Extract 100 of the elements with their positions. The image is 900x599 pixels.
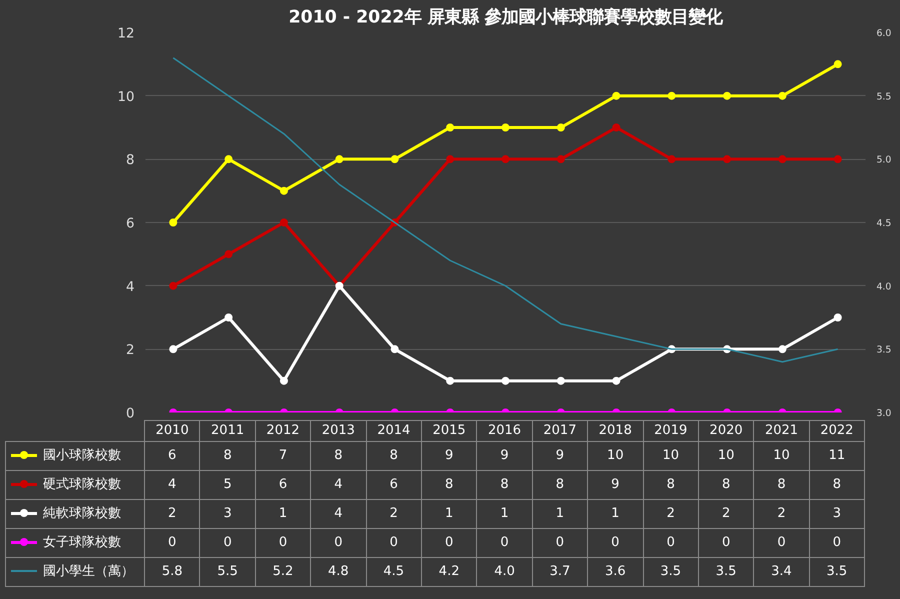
point <box>723 92 732 100</box>
data-label: 4 <box>144 470 200 500</box>
data-label: 10 <box>588 442 644 470</box>
point <box>778 345 786 354</box>
data-label: 3.6 <box>588 558 644 586</box>
y-tick-label: 12 <box>118 26 135 42</box>
point <box>834 314 842 322</box>
x-tick-label: 2017 <box>532 420 588 442</box>
data-label: 5 <box>200 470 256 500</box>
data-label: 1 <box>255 500 311 528</box>
point <box>556 376 565 385</box>
point <box>778 155 786 164</box>
data-label: 8 <box>809 470 865 500</box>
data-label: 7 <box>255 442 311 470</box>
y2-tick-label: 5.5 <box>876 91 892 102</box>
data-label: 4 <box>310 470 366 500</box>
legend-label: 國小學生（萬） <box>6 558 144 586</box>
point <box>169 218 178 226</box>
data-label: 0 <box>310 528 366 558</box>
point <box>280 376 288 385</box>
data-label: 8 <box>366 442 422 470</box>
data-label: 3.5 <box>809 558 865 586</box>
point <box>224 250 233 258</box>
data-label: 0 <box>643 528 698 558</box>
data-label: 8 <box>643 470 698 500</box>
x-tick-label: 2019 <box>643 420 698 442</box>
y2-tick-label: 4.0 <box>876 281 892 292</box>
y2-tick-label: 3.5 <box>876 344 892 356</box>
data-label: 10 <box>643 442 698 470</box>
data-label: 4.0 <box>476 558 532 586</box>
legend-label: 國小球隊校數 <box>6 442 144 470</box>
data-label: 2 <box>144 500 200 528</box>
data-label: 11 <box>809 442 865 470</box>
chart-title: 2010 - 2022年 屏東縣 參加國小棒球聯賽學校數目變化 <box>288 8 724 28</box>
data-label: 0 <box>476 528 532 558</box>
data-label: 1 <box>421 500 477 528</box>
point <box>778 92 786 100</box>
data-label: 0 <box>588 528 644 558</box>
data-label: 4.5 <box>366 558 422 586</box>
data-label: 3 <box>200 500 256 528</box>
data-label: 10 <box>698 442 754 470</box>
x-tick-label: 2010 <box>144 420 200 442</box>
y-tick-label: 6 <box>126 216 135 232</box>
data-label: 1 <box>588 500 644 528</box>
data-label: 3.5 <box>643 558 698 586</box>
point <box>224 314 233 322</box>
data-label: 8 <box>476 470 532 500</box>
x-tick-label: 2012 <box>255 420 311 442</box>
data-label: 0 <box>698 528 754 558</box>
x-tick-label: 2013 <box>310 420 366 442</box>
data-label: 6 <box>255 470 311 500</box>
legend-label: 硬式球隊校數 <box>6 470 144 500</box>
point <box>502 124 510 132</box>
line-series <box>172 57 839 363</box>
x-tick-label: 2021 <box>754 420 810 442</box>
point <box>446 376 454 385</box>
point <box>502 376 510 385</box>
point <box>169 345 178 354</box>
data-label: 2 <box>366 500 422 528</box>
data-label: 0 <box>532 528 588 558</box>
x-tick-label: 2014 <box>366 420 422 442</box>
point <box>390 155 399 164</box>
point <box>612 92 620 100</box>
data-label: 8 <box>532 470 588 500</box>
point <box>834 60 842 68</box>
data-label: 3 <box>809 500 865 528</box>
x-tick-label: 2011 <box>200 420 256 442</box>
y-tick-label: 8 <box>126 153 135 168</box>
data-label: 0 <box>366 528 422 558</box>
point <box>446 124 454 132</box>
point <box>612 376 620 385</box>
data-label: 1 <box>532 500 588 528</box>
data-label: 2 <box>698 500 754 528</box>
data-label: 8 <box>421 470 477 500</box>
data-label: 9 <box>476 442 532 470</box>
data-label: 8 <box>698 470 754 500</box>
data-label: 5.8 <box>144 558 200 586</box>
data-label: 5.5 <box>200 558 256 586</box>
point <box>723 155 732 164</box>
data-label: 3.5 <box>698 558 754 586</box>
legend-label: 女子球隊校數 <box>6 528 144 558</box>
data-label: 0 <box>144 528 200 558</box>
data-label: 0 <box>421 528 477 558</box>
x-tick-label: 2016 <box>476 420 532 442</box>
data-label: 2 <box>643 500 698 528</box>
point <box>169 282 178 290</box>
data-label: 6 <box>366 470 422 500</box>
y-tick-label: 0 <box>126 406 135 422</box>
data-label: 10 <box>754 442 810 470</box>
y2-tick-label: 6.0 <box>876 28 892 39</box>
data-label: 9 <box>532 442 588 470</box>
data-label: 2 <box>754 500 810 528</box>
point <box>834 155 842 164</box>
data-label: 8 <box>200 442 256 470</box>
point <box>502 155 510 164</box>
x-tick-label: 2018 <box>588 420 644 442</box>
point <box>224 155 233 164</box>
y-tick-label: 4 <box>126 280 135 295</box>
data-label: 0 <box>754 528 810 558</box>
data-label: 0 <box>809 528 865 558</box>
